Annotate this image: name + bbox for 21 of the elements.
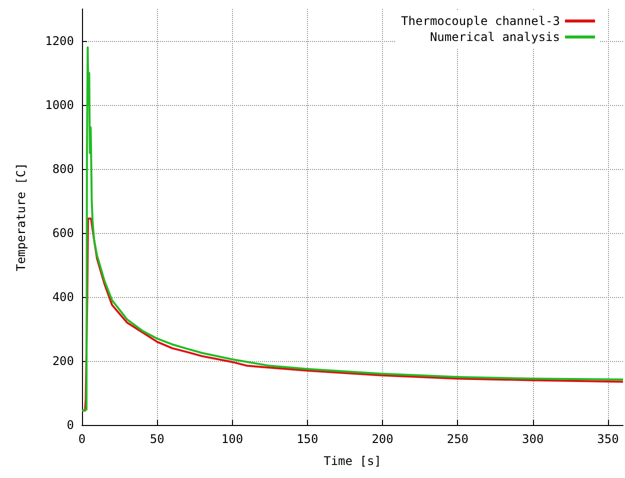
x-tick-label: 200	[372, 432, 394, 446]
y-tick-label: 400	[52, 290, 74, 304]
line-series	[81, 218, 624, 412]
legend-label: Thermocouple channel-3	[401, 14, 560, 28]
x-tick-label: 250	[446, 432, 469, 446]
x-axis-title: Time [s]	[324, 454, 382, 468]
y-tick-label: 0	[66, 418, 74, 432]
y-axis-title: Temperature [C]	[14, 162, 28, 272]
legend-label: Numerical analysis	[430, 30, 560, 44]
x-tick-label: 350	[597, 432, 619, 446]
y-tick-label: 800	[52, 162, 74, 176]
line-series	[81, 46, 624, 412]
y-tick-label: 1000	[45, 98, 74, 112]
y-tick-label: 200	[52, 354, 74, 368]
x-tick-label: 50	[150, 432, 164, 446]
x-tick-label: 100	[221, 432, 244, 446]
x-tick-label: 300	[522, 432, 544, 446]
x-tick-label: 0	[78, 432, 86, 446]
y-tick-label: 600	[52, 226, 74, 240]
y-tick-label: 1200	[45, 34, 74, 48]
x-tick-label: 150	[296, 432, 318, 446]
